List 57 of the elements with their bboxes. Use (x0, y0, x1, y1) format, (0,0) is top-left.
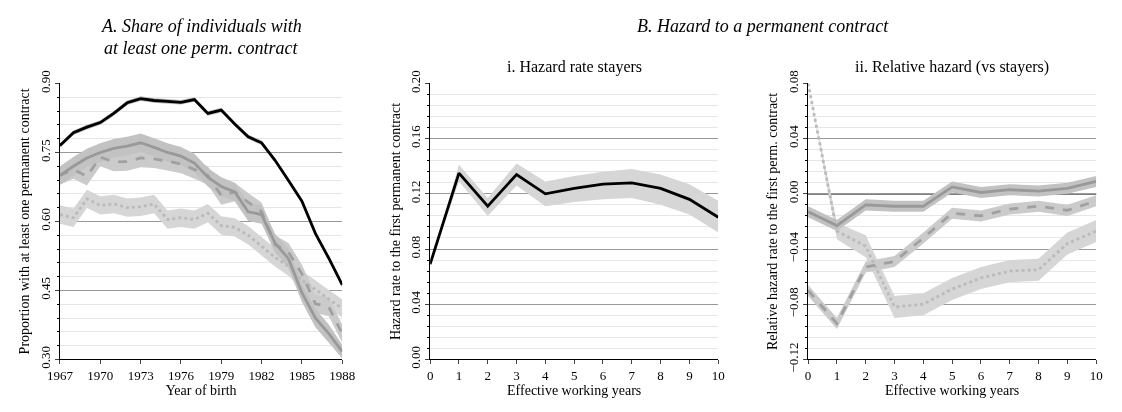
text: B. Hazard to a permanent contract (637, 16, 890, 36)
x-tick-label: 0 (804, 367, 812, 383)
chart-subtitle: ii. Relative hazard (vs stayers) (855, 58, 1050, 76)
y-tick-label: −0.08 (785, 287, 801, 318)
x-tick-label: 5 (570, 367, 578, 383)
x-tick-label: 2 (862, 367, 869, 383)
y-tick-label: 0.75 (37, 139, 53, 162)
x-tick-label: 6 (599, 367, 607, 383)
x-tick-label: 8 (657, 367, 664, 383)
x-tick-label: 0 (426, 367, 434, 383)
x-tick-label: 4 (920, 367, 928, 383)
x-tick-label: 7 (628, 367, 636, 383)
x-tick-label: 1967 (46, 367, 74, 383)
chart-title: A. Share of individuals with at least one perm. contract (101, 16, 302, 58)
x-axis-title: Year of birth (165, 382, 237, 398)
y-tick-label: 0.20 (407, 70, 423, 93)
x-tick-label: 1988 (329, 367, 356, 383)
x-axis-title: Effective working years (507, 382, 642, 398)
y-tick-label: 0.00 (785, 180, 801, 204)
y-tick-label: 0.90 (37, 70, 53, 93)
x-tick-label: 1970 (87, 367, 114, 383)
y-tick-label: 0.30 (37, 346, 53, 369)
y-tick-label: 0.08 (407, 235, 423, 259)
y-axis-title: Relative hazard rate to the first perm. contract (765, 92, 781, 351)
x-tick-label: 1 (455, 367, 463, 383)
x-tick-label: 6 (977, 367, 985, 383)
y-tick-label: 0.04 (407, 290, 423, 314)
x-tick-label: 9 (1064, 367, 1071, 383)
y-axis-title: Proportion with at least one permanent contract (17, 88, 33, 355)
x-axis-title: Effective working years (885, 382, 1020, 398)
x-tick-label: 10 (711, 367, 725, 383)
y-tick-label: 0.00 (407, 346, 423, 369)
x-tick-label: 4 (542, 367, 550, 383)
y-tick-label: 0.12 (407, 180, 423, 204)
x-tick-label: 2 (484, 367, 491, 383)
y-tick-label: 0.04 (785, 124, 801, 149)
y-tick-label: −0.04 (785, 231, 801, 263)
y-tick-label: −0.12 (785, 342, 801, 373)
x-tick-label: 3 (513, 367, 520, 383)
y-tick-label: 0.16 (407, 124, 423, 149)
y-axis-title: Hazard rate to the first permanent contract (387, 102, 403, 340)
y-tick-label: 0.08 (785, 70, 801, 93)
x-tick-label: 1973 (127, 367, 154, 383)
x-tick-label: 1979 (208, 367, 235, 383)
x-tick-label: 10 (1089, 367, 1103, 383)
x-tick-label: 9 (686, 367, 693, 383)
y-tick-label: 0.45 (37, 277, 53, 300)
x-tick-label: 7 (1006, 367, 1014, 383)
x-tick-label: 1982 (248, 367, 275, 383)
chart-subtitle: i. Hazard rate stayers (507, 58, 643, 76)
y-tick-label: 0.60 (37, 208, 53, 231)
x-tick-label: 5 (948, 367, 956, 383)
x-tick-label: 1976 (167, 367, 195, 383)
x-tick-label: 1985 (288, 367, 315, 383)
x-tick-label: 8 (1035, 367, 1042, 383)
x-tick-label: 3 (891, 367, 898, 383)
x-tick-label: 1 (833, 367, 841, 383)
